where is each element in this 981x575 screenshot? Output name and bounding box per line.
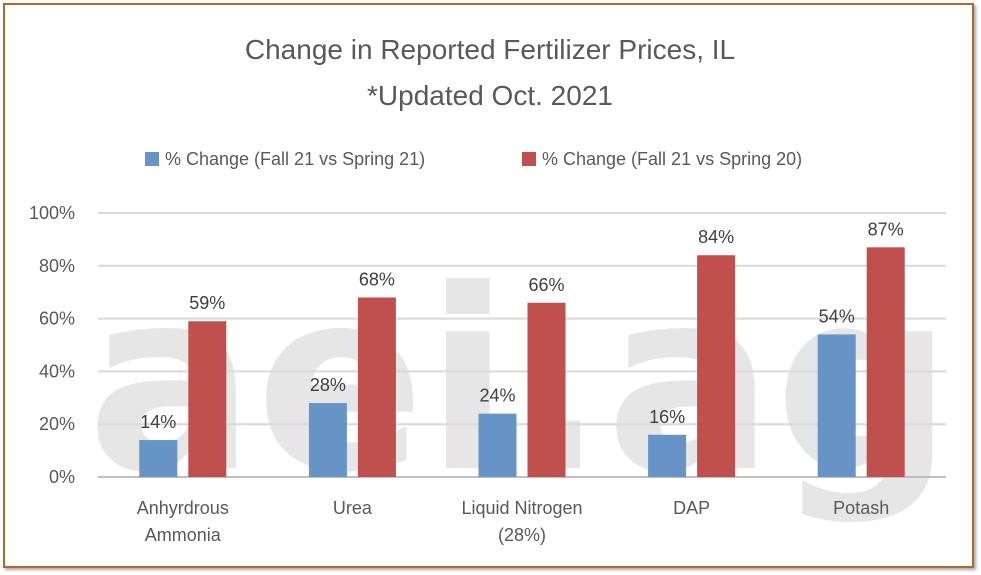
category-label: DAP (673, 498, 710, 518)
y-tick-label: 40% (39, 361, 75, 381)
data-label: 68% (359, 269, 395, 289)
bar-series-1 (648, 434, 687, 477)
bar-series-1 (308, 403, 347, 477)
watermark: aei.ag (87, 236, 954, 527)
data-label: 59% (189, 293, 225, 313)
bar-series-2 (188, 321, 227, 477)
y-tick-label: 80% (39, 256, 75, 276)
legend-swatch-series-1 (145, 152, 159, 166)
y-tick-label: 20% (39, 414, 75, 434)
legend-swatch-series-2 (522, 152, 536, 166)
bar-series-2 (866, 247, 905, 477)
y-tick-label: 100% (29, 203, 75, 223)
data-label: 14% (140, 412, 176, 432)
data-label: 66% (528, 275, 564, 295)
category-label: Potash (833, 498, 889, 518)
chart-title-line-2: *Updated Oct. 2021 (367, 80, 613, 111)
bar-series-1 (478, 413, 517, 477)
bar-series-1 (139, 440, 178, 477)
y-tick-label: 0% (49, 467, 75, 487)
bar-series-2 (697, 255, 736, 477)
legend-label-series-2: % Change (Fall 21 vs Spring 20) (542, 149, 802, 169)
data-label: 28% (310, 375, 346, 395)
category-label: (28%) (498, 525, 546, 545)
data-label: 16% (649, 407, 685, 427)
legend-label-series-1: % Change (Fall 21 vs Spring 21) (165, 149, 425, 169)
y-tick-label: 60% (39, 309, 75, 329)
category-label: Ammonia (145, 525, 222, 545)
category-label: Anhyrdrous (137, 498, 229, 518)
category-label: Urea (333, 498, 373, 518)
category-label: Liquid Nitrogen (461, 498, 582, 518)
bar-series-1 (817, 334, 856, 477)
chart-title-line-1: Change in Reported Fertilizer Prices, IL (245, 34, 735, 65)
data-label: 54% (819, 306, 855, 326)
data-label: 84% (698, 227, 734, 247)
bar-series-2 (527, 302, 566, 477)
bar-series-2 (357, 297, 396, 477)
data-label: 87% (868, 219, 904, 239)
data-label: 24% (479, 386, 515, 406)
